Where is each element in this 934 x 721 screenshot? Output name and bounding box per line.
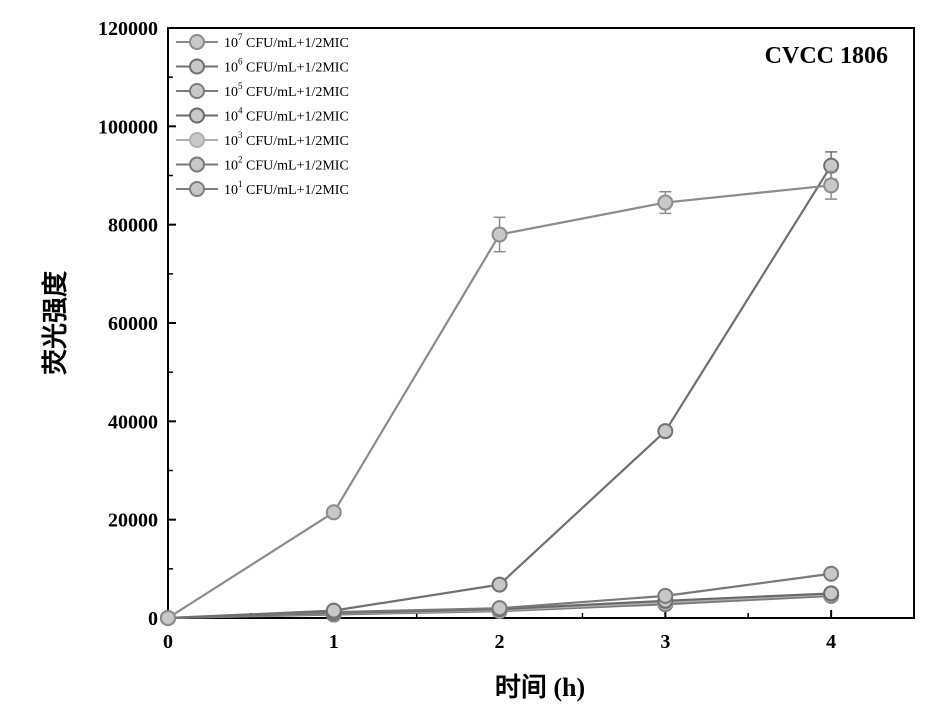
legend-marker xyxy=(189,132,205,148)
y-tick-label: 40000 xyxy=(108,411,158,433)
legend-label: 105 CFU/mL+1/2MIC xyxy=(224,81,349,100)
data-point xyxy=(823,565,840,582)
data-point xyxy=(491,600,508,617)
plot-area xyxy=(167,27,915,619)
legend-label: 104 CFU/mL+1/2MIC xyxy=(224,106,349,125)
legend-label: 103 CFU/mL+1/2MIC xyxy=(224,130,349,149)
legend-marker xyxy=(189,181,205,197)
data-point xyxy=(823,585,840,602)
y-tick-label: 120000 xyxy=(98,18,158,40)
y-tick-label: 80000 xyxy=(108,215,158,237)
y-tick-label: 20000 xyxy=(108,510,158,532)
y-axis: 0 20000 40000 60000 80000 100000 120000 xyxy=(98,18,176,630)
legend-label: 107 CFU/mL+1/2MIC xyxy=(224,32,349,51)
legend-item: 105 CFU/mL+1/2MIC xyxy=(176,81,349,100)
legend-marker xyxy=(189,83,205,99)
y-tick-label: 0 xyxy=(148,608,158,630)
data-point xyxy=(491,226,508,243)
series-layer xyxy=(160,151,840,626)
legend-item: 101 CFU/mL+1/2MIC xyxy=(176,179,349,198)
x-tick-label: 0 xyxy=(163,631,173,653)
x-tick-label: 1 xyxy=(329,631,339,653)
data-point xyxy=(325,504,342,521)
legend-marker xyxy=(189,34,205,50)
data-point xyxy=(491,576,508,593)
data-point xyxy=(823,177,840,194)
y-tick-label: 100000 xyxy=(98,116,158,138)
x-tick-label: 3 xyxy=(660,631,670,653)
data-point xyxy=(657,423,674,440)
legend-label: 106 CFU/mL+1/2MIC xyxy=(224,57,349,76)
legend-marker xyxy=(189,107,205,124)
legend-marker xyxy=(189,58,205,75)
data-point xyxy=(325,602,342,619)
legend-item: 103 CFU/mL+1/2MIC xyxy=(176,130,349,149)
chart-title: CVCC 1806 xyxy=(765,43,888,69)
legend-label: 101 CFU/mL+1/2MIC xyxy=(224,179,349,198)
data-point xyxy=(657,194,674,211)
legend: 107 CFU/mL+1/2MIC 106 CFU/mL+1/2MIC 105 CF… xyxy=(176,32,349,198)
data-point xyxy=(657,587,674,604)
legend-item: 106 CFU/mL+1/2MIC xyxy=(176,57,349,76)
x-axis-title: 时间 (h) xyxy=(495,673,585,702)
x-tick-label: 2 xyxy=(495,631,505,653)
legend-item: 102 CFU/mL+1/2MIC xyxy=(176,155,349,174)
data-point xyxy=(160,610,176,626)
y-tick-label: 60000 xyxy=(108,313,158,335)
data-point xyxy=(823,157,840,174)
legend-marker xyxy=(189,156,205,173)
y-axis-title: 荧光强度 xyxy=(40,271,70,375)
series-1 xyxy=(160,170,840,626)
legend-item: 104 CFU/mL+1/2MIC xyxy=(176,106,349,125)
legend-label: 102 CFU/mL+1/2MIC xyxy=(224,155,349,174)
legend-item: 107 CFU/mL+1/2MIC xyxy=(176,32,349,51)
x-tick-label: 4 xyxy=(826,631,836,653)
